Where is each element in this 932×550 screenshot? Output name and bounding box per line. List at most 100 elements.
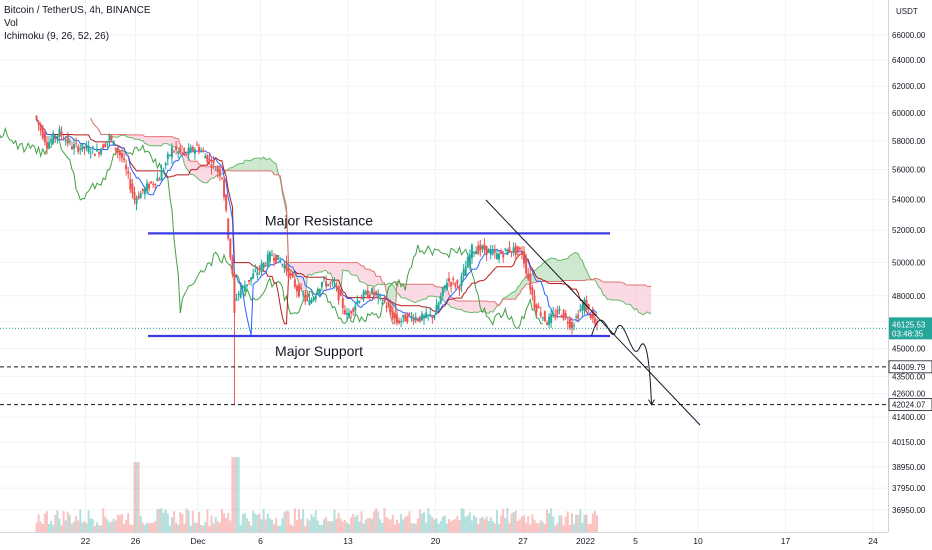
- candle-body: [108, 135, 111, 141]
- volume-bar: [270, 519, 273, 532]
- volume-bar: [243, 513, 246, 532]
- volume-bar: [60, 525, 63, 532]
- cloud-segment: [642, 284, 645, 315]
- cloud-segment: [542, 261, 545, 282]
- volume-bar: [139, 515, 142, 532]
- candle-body: [302, 293, 305, 296]
- candle-body: [273, 257, 276, 261]
- volume-bar: [325, 516, 328, 532]
- candle-body: [206, 154, 209, 163]
- volume-bar: [233, 457, 236, 532]
- candle-body: [125, 164, 128, 170]
- volume-bar: [252, 510, 255, 532]
- candle-body: [554, 315, 557, 318]
- volume-bar: [87, 510, 90, 532]
- volume-bar: [495, 510, 498, 532]
- candle-body: [516, 246, 519, 252]
- candle-body: [383, 297, 386, 302]
- volume-bar: [310, 514, 313, 532]
- candle-body: [587, 303, 590, 309]
- volume-bar: [195, 522, 198, 532]
- cloud-segment: [234, 164, 237, 171]
- volume-bar: [210, 515, 213, 532]
- volume-bar: [445, 523, 448, 532]
- cloud-segment: [346, 262, 350, 272]
- volume-bar: [329, 521, 332, 532]
- volume-bar: [395, 519, 398, 532]
- candle-body: [462, 269, 465, 276]
- price-tick-label: 38950.00: [892, 463, 926, 472]
- candle-body: [350, 311, 353, 314]
- chart-grid: [0, 0, 888, 532]
- volume-bar: [375, 508, 378, 532]
- cloud-segment: [209, 166, 212, 181]
- candle-body: [416, 319, 419, 321]
- candle-body: [402, 314, 405, 318]
- time-tick-label: 20: [431, 536, 441, 546]
- volume-bar: [402, 519, 405, 532]
- volume-bar: [558, 515, 561, 532]
- candle-body: [189, 147, 192, 153]
- time-tick-label: 2022: [576, 536, 595, 546]
- volume-bar: [450, 521, 453, 532]
- volume-bar: [183, 524, 186, 532]
- cloud-segment: [519, 281, 522, 294]
- candle-body: [137, 195, 140, 199]
- volume-bar: [235, 457, 238, 532]
- candle-body: [170, 147, 173, 158]
- candle-body: [260, 263, 263, 273]
- volume-bar: [135, 462, 138, 532]
- candle-body: [148, 184, 151, 189]
- candle-body: [445, 282, 448, 290]
- candle-body: [110, 135, 113, 140]
- candle-body: [518, 247, 521, 250]
- cloud-segment: [419, 284, 422, 301]
- candle-body: [114, 147, 117, 150]
- volume-bar: [208, 525, 211, 532]
- candle-body: [395, 314, 398, 323]
- candle-body: [191, 146, 194, 151]
- cloud-segment: [146, 136, 150, 146]
- volume-bar: [412, 523, 415, 532]
- cloud-segment: [249, 160, 252, 171]
- cloud-segment: [644, 284, 647, 314]
- candle-body: [575, 316, 578, 318]
- candle-body: [508, 247, 511, 252]
- current-price-label: 46125.53: [892, 320, 926, 329]
- volume-bar: [35, 522, 38, 532]
- volume-bar: [248, 521, 251, 532]
- cloud-segment: [142, 134, 145, 144]
- candle-body: [295, 286, 298, 292]
- volume-bar: [333, 509, 336, 532]
- candle-body: [112, 140, 115, 146]
- volume-bar: [273, 523, 276, 532]
- candle-body: [435, 304, 438, 315]
- cloud-segment: [359, 264, 362, 282]
- cloud-segment: [490, 301, 493, 313]
- candle-body: [429, 313, 432, 315]
- candle-body: [329, 282, 332, 284]
- volume-bar: [68, 515, 71, 532]
- volume-bar: [43, 513, 46, 532]
- candle-body: [129, 178, 132, 190]
- candle-body: [164, 163, 167, 166]
- volume-bar: [433, 519, 436, 532]
- volume-bar: [143, 524, 146, 532]
- cloud-segment: [201, 165, 204, 183]
- cloud-segment: [451, 296, 454, 308]
- cloud-segment: [430, 284, 433, 297]
- cloud-segment: [232, 165, 235, 171]
- cloud-segment: [580, 258, 583, 281]
- cloud-segment: [540, 263, 543, 282]
- ichimoku-indicator-label[interactable]: Ichimoku (9, 26, 52, 26): [4, 31, 110, 42]
- volume-indicator-label[interactable]: Vol: [4, 18, 18, 29]
- volume-bar: [337, 512, 340, 532]
- time-tick-label: 13: [343, 536, 353, 546]
- cloud-segment: [599, 279, 602, 290]
- volume-bar: [173, 511, 176, 532]
- symbol-title[interactable]: Bitcoin / TetherUS, 4h, BINANCE: [4, 5, 151, 16]
- cloud-segment: [424, 284, 427, 300]
- cloud-segment: [155, 136, 158, 146]
- volume-bar: [577, 515, 580, 532]
